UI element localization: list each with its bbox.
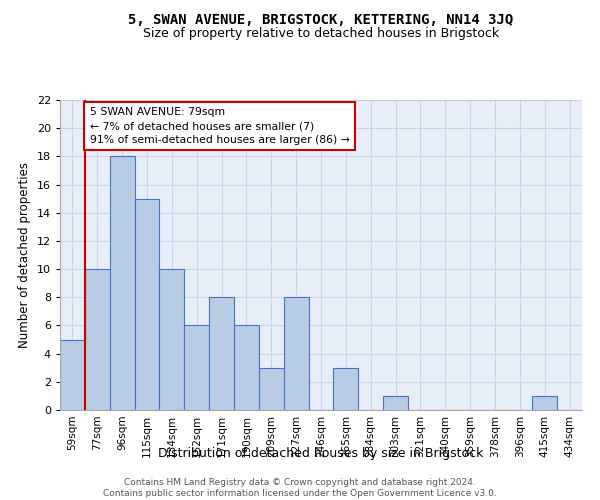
Text: Distribution of detached houses by size in Brigstock: Distribution of detached houses by size … — [158, 448, 484, 460]
Bar — [85, 269, 110, 410]
Bar — [134, 198, 160, 410]
Bar — [160, 269, 184, 410]
Bar — [60, 340, 85, 410]
Text: 5, SWAN AVENUE, BRIGSTOCK, KETTERING, NN14 3JQ: 5, SWAN AVENUE, BRIGSTOCK, KETTERING, NN… — [128, 12, 514, 26]
Bar — [334, 368, 358, 410]
Bar — [284, 298, 308, 410]
Bar — [383, 396, 408, 410]
Bar — [110, 156, 134, 410]
Bar — [184, 326, 209, 410]
Bar — [209, 298, 234, 410]
Bar — [234, 326, 259, 410]
Text: 5 SWAN AVENUE: 79sqm
← 7% of detached houses are smaller (7)
91% of semi-detache: 5 SWAN AVENUE: 79sqm ← 7% of detached ho… — [90, 107, 350, 145]
Y-axis label: Number of detached properties: Number of detached properties — [18, 162, 31, 348]
Text: Contains HM Land Registry data © Crown copyright and database right 2024.
Contai: Contains HM Land Registry data © Crown c… — [103, 478, 497, 498]
Bar — [532, 396, 557, 410]
Bar — [259, 368, 284, 410]
Text: Size of property relative to detached houses in Brigstock: Size of property relative to detached ho… — [143, 28, 499, 40]
